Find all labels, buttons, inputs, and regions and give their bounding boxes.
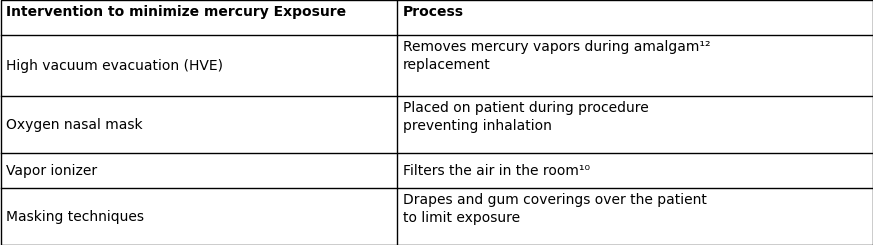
Text: Vapor ionizer: Vapor ionizer	[6, 164, 97, 178]
Text: Oxygen nasal mask: Oxygen nasal mask	[6, 118, 142, 132]
Text: Masking techniques: Masking techniques	[6, 209, 144, 223]
Text: Filters the air in the room¹⁰: Filters the air in the room¹⁰	[403, 164, 590, 178]
Text: Drapes and gum coverings over the patient
to limit exposure: Drapes and gum coverings over the patien…	[403, 193, 707, 225]
Text: High vacuum evacuation (HVE): High vacuum evacuation (HVE)	[6, 59, 223, 73]
Text: Removes mercury vapors during amalgam¹²
replacement: Removes mercury vapors during amalgam¹² …	[403, 40, 711, 72]
Text: Intervention to minimize mercury Exposure: Intervention to minimize mercury Exposur…	[6, 5, 346, 19]
Text: Process: Process	[403, 5, 464, 19]
Text: Placed on patient during procedure
preventing inhalation: Placed on patient during procedure preve…	[403, 101, 649, 133]
